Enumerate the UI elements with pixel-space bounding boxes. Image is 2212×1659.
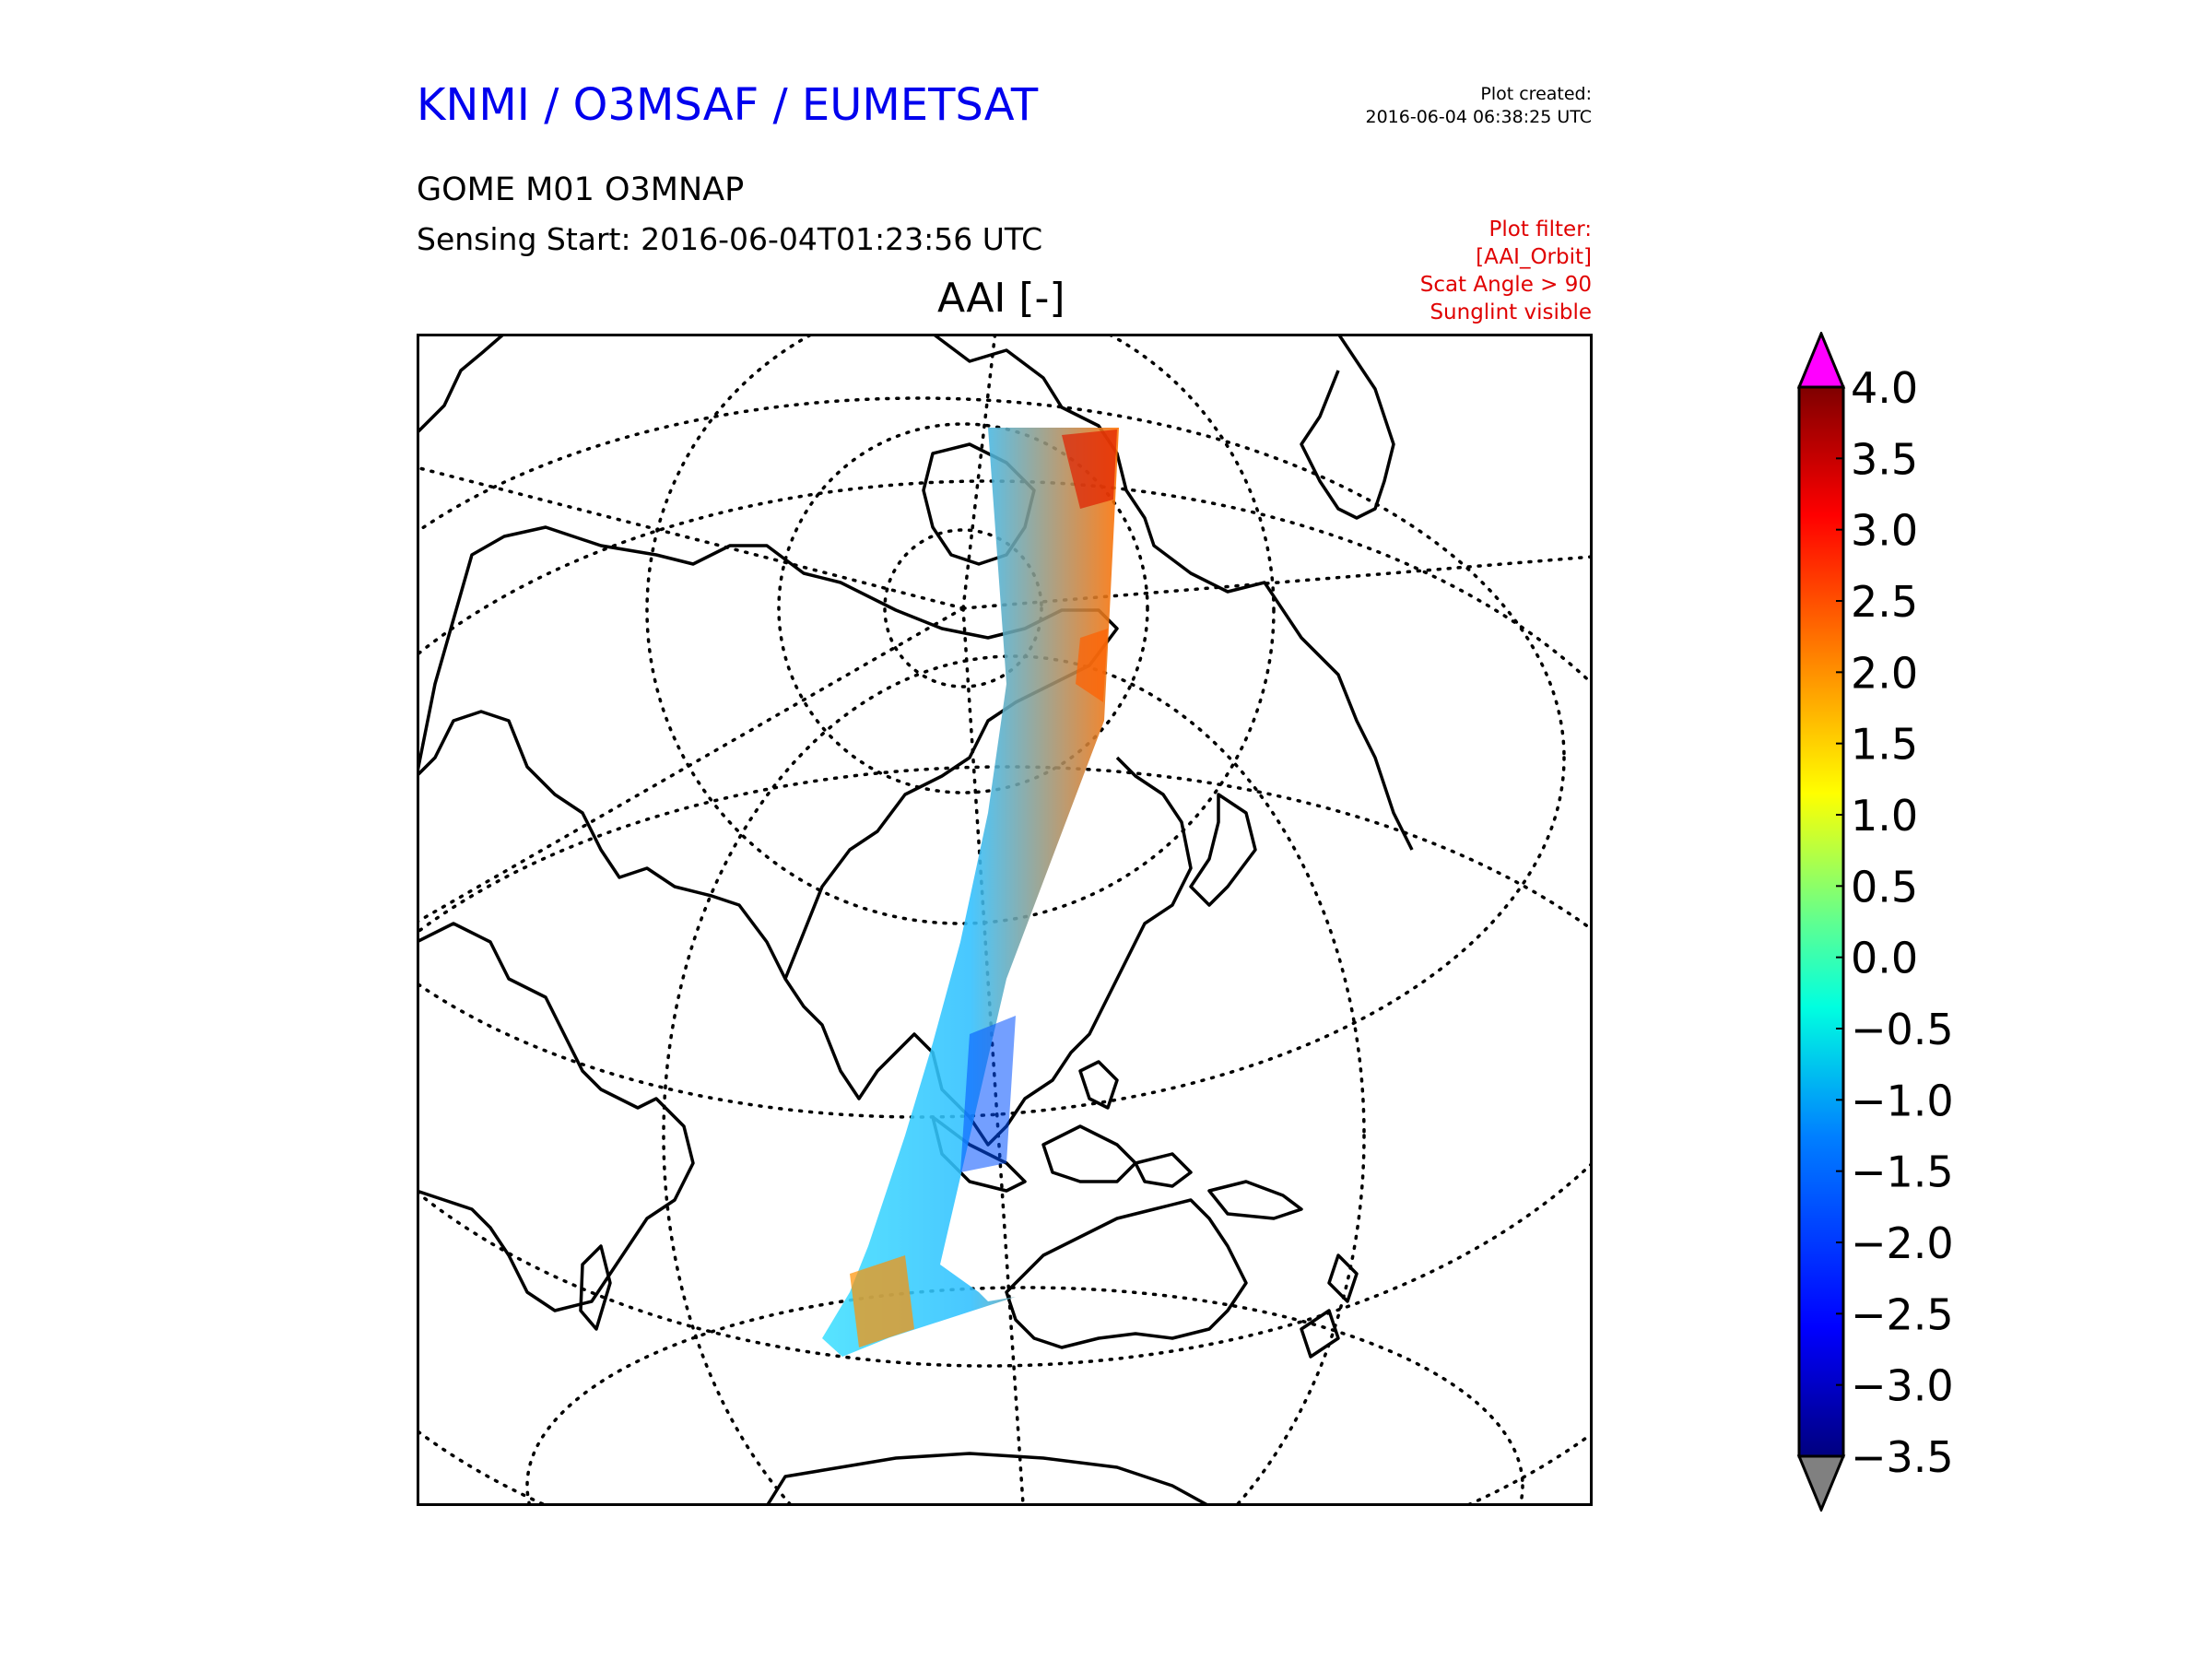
colorbar-tick-label: 4.0: [1851, 363, 1918, 413]
swath: [822, 428, 1119, 1357]
colorbar-tick-label: 2.5: [1851, 577, 1918, 627]
colorbar-tick-label: −3.0: [1851, 1361, 1954, 1411]
plot-filter-block: Plot filter: [AAI_Orbit] Scat Angle > 90…: [1420, 216, 1592, 326]
product-name: GOME M01 O3MNAP: [417, 171, 745, 208]
coastline-south-asia: [783, 756, 1193, 1147]
coastline-north-america: [417, 334, 1414, 851]
swath-hotspot: [850, 1255, 914, 1347]
org-title: KNMI / O3MSAF / EUMETSAT: [417, 79, 1039, 131]
coastline-australia: [1005, 1198, 1248, 1349]
colorbar: 4.0 3.5 3.0 2.5 2.0 1.5 1.0 0.5 0.0 −0.5 −1.0 −1.5 −…: [1797, 332, 1954, 1512]
latitude-circle: [525, 1286, 1524, 1506]
sensing-start: Sensing Start: 2016-06-04T01:23:56 UTC: [417, 221, 1043, 257]
colorbar-tick-label: 1.5: [1851, 720, 1918, 770]
latitude-circle: [417, 479, 1593, 1368]
colorbar-tick-label: 0.0: [1851, 934, 1918, 983]
latitude-circle: [777, 422, 1149, 794]
colorbar-tick-label: 2.0: [1851, 648, 1918, 698]
plot-created-block: Plot created: 2016-06-04 06:38:25 UTC: [1366, 83, 1593, 129]
plot-filter-line: Scat Angle > 90: [1419, 273, 1592, 297]
coastline-new-zealand: [1300, 1253, 1359, 1359]
coastline-antarctica: [765, 1452, 1210, 1506]
map-title: AAI [-]: [937, 275, 1065, 322]
coastline-japan: [1189, 793, 1257, 907]
colorbar-tick-label: −3.5: [1851, 1432, 1954, 1482]
coastline-madagascar: [579, 1244, 612, 1331]
colorbar-extend-max: [1797, 332, 1846, 389]
colorbar-tick-label: −1.5: [1851, 1147, 1954, 1197]
coastline-africa: [417, 922, 695, 1312]
map-panel: [417, 334, 1593, 1506]
colorbar-body: [1797, 385, 1845, 1458]
plot-created-label: Plot created:: [1480, 84, 1592, 104]
colorbar-tick-label: −0.5: [1851, 1005, 1954, 1054]
colorbar-tick-label: 1.0: [1851, 791, 1918, 841]
plot-created-time: 2016-06-04 06:38:25 UTC: [1365, 107, 1593, 127]
swath-hotspot: [1076, 629, 1108, 702]
colorbar-tick-label: 3.5: [1851, 434, 1918, 484]
latitude-circle: [645, 334, 1276, 925]
colorbar-tick-label: −2.5: [1851, 1289, 1954, 1339]
colorbar-extend-min: [1797, 1454, 1846, 1512]
coastline-eurasia: [417, 525, 1119, 981]
swath-hotspot: [1062, 429, 1117, 509]
meridian-line: [417, 606, 965, 924]
plot-filter-line: [AAI_Orbit]: [1476, 245, 1592, 269]
plot-filter-label: Plot filter:: [1488, 218, 1592, 241]
swath-track: [822, 428, 1119, 1357]
map-frame: [417, 334, 1593, 1506]
colorbar-tick-label: 0.5: [1851, 862, 1918, 912]
plot-filter-line: Sunglint visible: [1430, 300, 1592, 324]
meridian-line: [961, 606, 1025, 1506]
coastline-indonesia: [931, 1060, 1303, 1220]
colorbar-tick-label: −1.0: [1851, 1076, 1954, 1125]
swath-lowspot: [960, 1016, 1016, 1172]
latitude-circle: [417, 396, 1566, 1119]
colorbar-tick-label: 3.0: [1851, 506, 1918, 556]
meridian-line: [417, 465, 965, 610]
meridian-line: [961, 555, 1593, 610]
colorbar-tick-label: −2.0: [1851, 1218, 1954, 1268]
